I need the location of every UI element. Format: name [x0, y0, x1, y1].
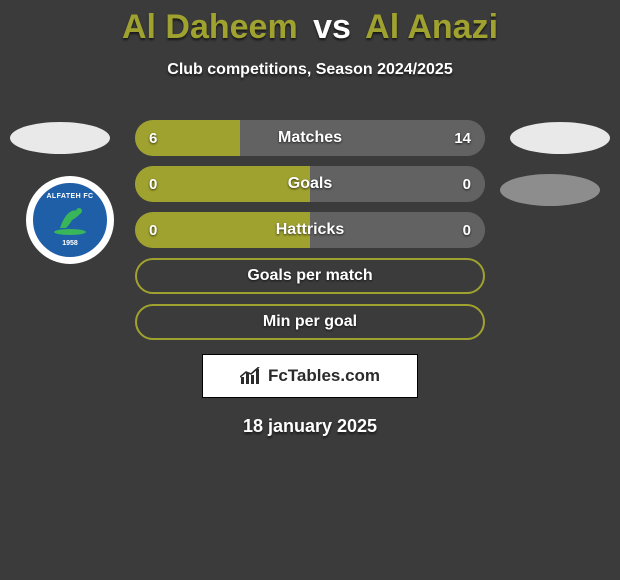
title-player1: Al Daheem [122, 8, 298, 46]
stat-label: Hattricks [135, 212, 485, 248]
stat-row-hattricks: 00Hattricks [135, 212, 485, 248]
page-title: Al Daheem vs Al Anazi [0, 0, 620, 47]
stat-label: Matches [135, 120, 485, 156]
stat-row-goals-per-match: Goals per match [135, 258, 485, 294]
stat-row-min-per-goal: Min per goal [135, 304, 485, 340]
stat-row-matches: 614Matches [135, 120, 485, 156]
stats-stage: 614Matches 00Goals 00Hattricks Goals per ma… [0, 110, 620, 437]
date-text: 18 january 2025 [0, 416, 620, 437]
title-player2: Al Anazi [365, 8, 498, 46]
subtitle: Club competitions, Season 2024/2025 [0, 61, 620, 79]
title-vs: vs [313, 8, 351, 46]
bar-chart-icon [240, 367, 262, 385]
stat-row-goals: 00Goals [135, 166, 485, 202]
brand-text: FcTables.com [268, 366, 380, 386]
brand-box[interactable]: FcTables.com [202, 354, 418, 398]
stat-label: Goals [135, 166, 485, 202]
stats-rows: 614Matches 00Goals 00Hattricks Goals per ma… [135, 120, 485, 340]
